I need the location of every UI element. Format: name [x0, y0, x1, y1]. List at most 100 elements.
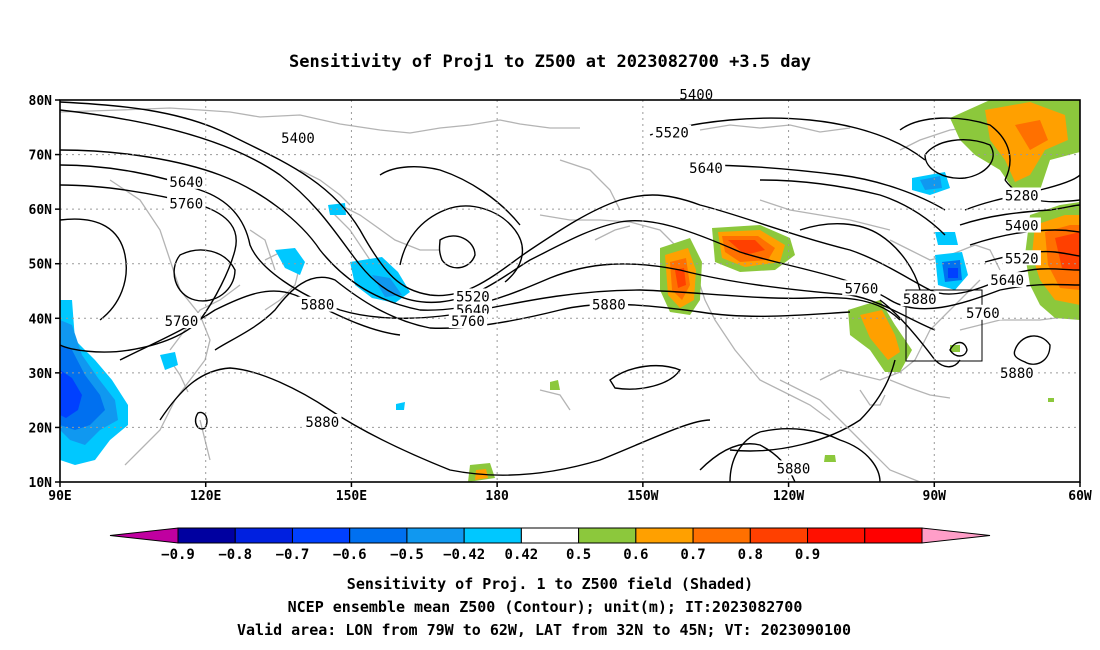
- map-title: Sensitivity of Proj1 to Z500 at 20230827…: [289, 52, 811, 72]
- footer-line-3: Valid area: LON from 79W to 62W, LAT fro…: [237, 621, 851, 639]
- contour-label: 5760: [451, 314, 485, 330]
- colorbar-swatch: [749, 527, 809, 544]
- colorbar-label: −0.42: [443, 547, 485, 563]
- contour-label: 5520: [655, 126, 689, 142]
- colorbar-swatch: [349, 527, 408, 544]
- colorbar-label: 0.7: [680, 547, 705, 563]
- contour-label: 5400: [281, 131, 315, 147]
- contour-label-bg: [774, 460, 813, 476]
- x-tick-label: 180: [485, 489, 509, 504]
- contour-label-bg: [1002, 217, 1041, 233]
- colorbar-label: −0.6: [333, 547, 367, 563]
- sensitivity-shading: [60, 100, 1080, 482]
- y-axis: 80N 70N 60N 50N 40N 30N 20N 10N: [29, 94, 60, 491]
- contour-label: 5280: [1005, 189, 1039, 205]
- contour-label-bg: [987, 272, 1027, 288]
- colorbar-label: 0.6: [623, 547, 648, 563]
- contour-label: 5640: [689, 161, 723, 177]
- footer-line-2: NCEP ensemble mean Z500 (Contour); unit(…: [288, 598, 803, 616]
- valid-area-box: [905, 289, 983, 362]
- contour-label-bg: [900, 291, 939, 307]
- contour-label-bg: [842, 280, 881, 296]
- contour-label: 5760: [169, 197, 203, 213]
- contour-label-bg: [652, 124, 692, 140]
- z500-contours: [60, 101, 1080, 482]
- colorbar-swatch: [520, 527, 580, 544]
- contour-label: 5400: [679, 88, 713, 104]
- contour-label-bg: [448, 313, 488, 329]
- y-tick-label: 70N: [29, 149, 53, 164]
- colorbar-swatch: [807, 527, 866, 544]
- colorbar-label: −0.5: [390, 547, 424, 563]
- y-tick-label: 60N: [29, 203, 53, 218]
- colorbar-label: 0.8: [738, 547, 763, 563]
- colorbar-swatch: [635, 527, 694, 544]
- x-tick-label: 90E: [48, 489, 71, 504]
- y-tick-label: 50N: [29, 258, 53, 273]
- contour-label: 5880: [903, 292, 937, 308]
- contour-label: 5880: [777, 461, 811, 477]
- colorbar-swatch: [234, 527, 293, 544]
- contour-label-bg: [1002, 187, 1041, 203]
- contour-label-bg: [298, 296, 337, 312]
- contour-label-bg: [167, 173, 206, 189]
- contour-label-bg: [303, 413, 342, 429]
- x-tick-label: 60W: [1068, 489, 1092, 504]
- contour-label: 5400: [1005, 219, 1039, 235]
- colorbar-swatch: [291, 527, 351, 544]
- y-tick-label: 20N: [29, 421, 53, 436]
- x-tick-label: 90W: [923, 489, 947, 504]
- contour-label: 5640: [169, 175, 203, 191]
- contour-label: 5640: [990, 273, 1024, 289]
- map-frame: [59, 99, 1081, 483]
- x-tick-label: 120W: [773, 489, 804, 504]
- contour-label: 5760: [845, 281, 879, 297]
- colorbar-swatch: [406, 527, 465, 544]
- y-tick-label: 40N: [29, 312, 53, 327]
- contour-label: 5880: [1000, 366, 1034, 382]
- contour-label: 5520: [456, 289, 490, 305]
- contour-labels: 5400 5640 5760 5880 5760 5880 5520 5640 5760 5880…: [162, 86, 1041, 477]
- colorbar-swatch: [463, 527, 522, 544]
- colorbar-label: 0.5: [566, 547, 591, 563]
- y-tick-label: 80N: [29, 94, 53, 109]
- x-tick-label: 150E: [336, 489, 367, 504]
- contour-label-bg: [1002, 250, 1041, 266]
- colorbar-label: 0.42: [505, 547, 539, 563]
- contour-label-bg: [162, 313, 201, 329]
- contour-label-bg: [686, 160, 726, 176]
- y-tick-label: 30N: [29, 367, 53, 382]
- colorbar-label: −0.9: [161, 547, 195, 563]
- contour-label: 5880: [301, 298, 335, 314]
- contour-label: 5520: [1005, 251, 1039, 267]
- colorbar-label: 0.9: [795, 547, 820, 563]
- contour-label: 5880: [305, 415, 339, 431]
- colorbar-label: −0.8: [218, 547, 252, 563]
- colorbar-arrow-high: [921, 527, 991, 544]
- colorbar-swatch: [864, 527, 923, 544]
- contour-label: 5760: [165, 314, 199, 330]
- colorbar-swatch: [177, 527, 236, 544]
- contour-label: 5760: [966, 306, 1000, 322]
- contour-label-bg: [453, 288, 493, 304]
- colorbar-arrow-low: [109, 527, 179, 544]
- colorbar: −0.9 −0.8 −0.7 −0.6 −0.5 −0.42 0.42 0.5 0.6 0.7 0.…: [109, 527, 991, 563]
- colorbar-label: −0.7: [276, 547, 310, 563]
- x-axis: 90E 120E 150E 180 150W 120W 90W 60W: [48, 482, 1092, 504]
- contour-label-bg: [963, 304, 1003, 320]
- contour-label-bg: [278, 130, 318, 146]
- x-tick-label: 150W: [627, 489, 658, 504]
- contour-label-bg: [677, 86, 716, 102]
- coastlines: [60, 100, 1080, 482]
- x-tick-label: 120E: [190, 489, 221, 504]
- colorbar-swatch: [578, 527, 637, 544]
- contour-label: 5880: [592, 298, 626, 314]
- contour-label-bg: [589, 296, 629, 312]
- y-tick-label: 10N: [29, 476, 53, 491]
- contour-label-bg: [997, 364, 1037, 380]
- grid-lines: [60, 100, 1080, 482]
- contour-label-bg: [167, 195, 206, 211]
- footer-line-1: Sensitivity of Proj. 1 to Z500 field (Sh…: [347, 575, 753, 593]
- colorbar-swatch: [692, 527, 751, 544]
